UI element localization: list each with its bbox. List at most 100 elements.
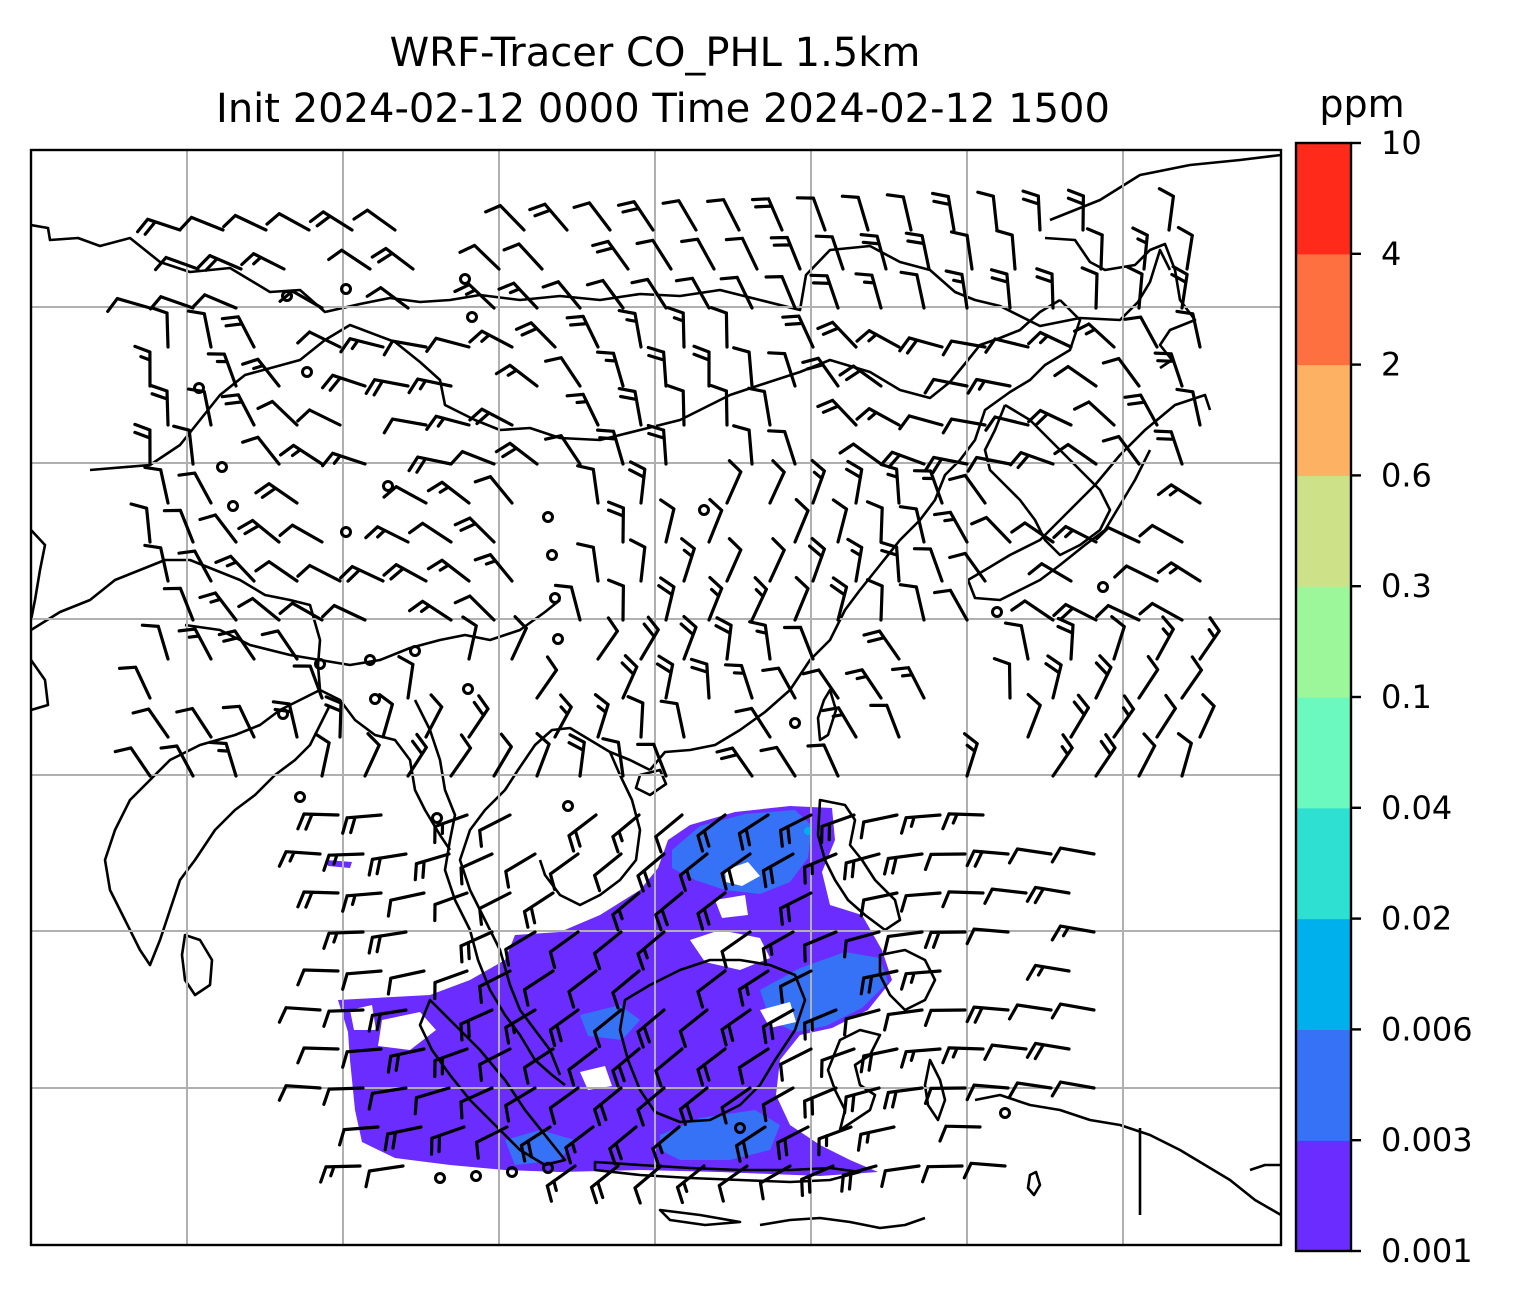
wind-barb-stroke	[1025, 963, 1071, 981]
wind-barb-stroke	[553, 693, 573, 739]
wind-barb	[522, 1047, 555, 1085]
wind-barb	[150, 384, 170, 427]
wind-barb	[1053, 365, 1098, 388]
wind-barb	[898, 505, 926, 544]
calm-wind-marker	[999, 1107, 1011, 1119]
wind-barb-stroke	[468, 407, 514, 427]
wind-barb-stroke	[779, 813, 813, 848]
wind-barb	[413, 852, 451, 882]
wind-barb-stroke	[502, 242, 544, 271]
wind-barb-stroke	[382, 485, 428, 505]
wind-barb	[898, 414, 944, 431]
wind-barb	[709, 384, 729, 427]
wind-barb	[707, 576, 724, 622]
wind-barb-stroke	[468, 329, 514, 349]
coastline-hainan	[634, 768, 668, 797]
wind-barb-stroke	[816, 398, 858, 427]
map-frame	[29, 148, 1283, 1247]
wind-barb	[510, 615, 528, 661]
coastline-sakhalin	[1044, 236, 1197, 370]
wind-barb	[1170, 264, 1189, 310]
wind-barb	[654, 1047, 684, 1088]
wind-barb	[459, 852, 494, 886]
calm-wind-marker	[382, 480, 394, 492]
wind-barb	[633, 1164, 663, 1205]
wind-barb	[545, 1164, 577, 1203]
wind-barb-stroke	[1155, 615, 1175, 661]
wind-barb-stroke	[254, 560, 299, 583]
wind-barb-stroke	[923, 852, 967, 871]
coastline-timor	[658, 1208, 742, 1227]
wind-barb	[898, 583, 926, 622]
wind-barb-stroke	[865, 500, 884, 544]
wind-barb-stroke	[659, 498, 676, 544]
coastline-india-west	[31, 529, 47, 621]
wind-barb-stroke	[779, 969, 813, 1004]
calm-wind-marker	[462, 683, 474, 695]
wind-barb-stroke	[198, 513, 238, 544]
wind-barb-stroke	[869, 703, 901, 739]
wind-barb-stroke	[1123, 315, 1159, 349]
colorbar-band	[1296, 364, 1351, 476]
wind-barb	[220, 393, 256, 427]
wind-barb-stroke	[492, 732, 513, 778]
wind-barb	[319, 1164, 362, 1184]
wind-barb-stroke	[781, 314, 815, 349]
wind-barb	[983, 1043, 1028, 1061]
wind-barb-stroke	[900, 891, 942, 913]
wind-barb	[793, 498, 810, 544]
wind-barb	[941, 812, 985, 831]
wind-barb	[862, 629, 901, 661]
wind-barb-stroke	[459, 1086, 494, 1120]
wind-barb-stroke	[192, 293, 238, 310]
wind-barb-stroke	[478, 813, 512, 848]
wind-barb	[1044, 654, 1063, 700]
wind-barb-stroke	[433, 813, 469, 845]
wind-barb-stroke	[1138, 601, 1184, 622]
wind-barb-stroke	[565, 314, 600, 349]
wind-barb-stroke	[984, 337, 1030, 354]
wind-barb	[220, 315, 256, 349]
wind-barb-stroke	[750, 576, 768, 622]
wind-barb-stroke	[1044, 654, 1063, 700]
wind-barb-stroke	[296, 890, 340, 909]
wind-barb	[1050, 846, 1096, 864]
wind-barb-stroke	[426, 480, 471, 505]
coastline-maluku	[923, 1058, 947, 1122]
wind-barb	[408, 521, 453, 544]
wind-barb-stroke	[1126, 265, 1144, 310]
wind-barb	[720, 1086, 752, 1125]
wind-barb-stroke	[735, 1125, 767, 1163]
wind-barb	[808, 537, 826, 583]
wind-barb	[278, 601, 324, 622]
wind-barb-stroke	[1180, 655, 1203, 700]
wind-barb	[696, 891, 727, 931]
wind-barb	[564, 1125, 595, 1165]
coastline-central-asia-north	[31, 223, 1172, 328]
wind-barb-stroke	[655, 654, 675, 700]
wind-barb	[855, 329, 901, 349]
wind-barb-stroke	[854, 272, 883, 310]
wind-barb-stroke	[679, 615, 698, 661]
wind-barb	[133, 344, 152, 388]
wind-barb-stroke	[617, 309, 643, 349]
wind-barb-stroke	[522, 969, 555, 1007]
wind-barb-stroke	[426, 558, 471, 583]
plume-blue-north	[672, 810, 812, 894]
wind-barb	[322, 852, 365, 872]
wind-barb	[177, 549, 213, 583]
wind-barb	[150, 306, 170, 349]
wind-barb	[607, 578, 625, 622]
wind-barb-stroke	[680, 537, 696, 583]
wind-barb	[678, 1086, 709, 1126]
wind-barb-stroke	[965, 927, 1010, 946]
wind-barb	[843, 1086, 881, 1115]
wind-barb-stroke	[548, 852, 580, 891]
wind-barb	[666, 384, 686, 427]
wind-barb-stroke	[1153, 429, 1184, 466]
colorbar-tick-label: 0.1	[1381, 678, 1432, 716]
wind-barb-stroke	[900, 969, 942, 991]
wind-barb-stroke	[341, 969, 383, 991]
calm-wind-marker	[431, 812, 443, 824]
wind-barb-stroke	[256, 399, 299, 427]
